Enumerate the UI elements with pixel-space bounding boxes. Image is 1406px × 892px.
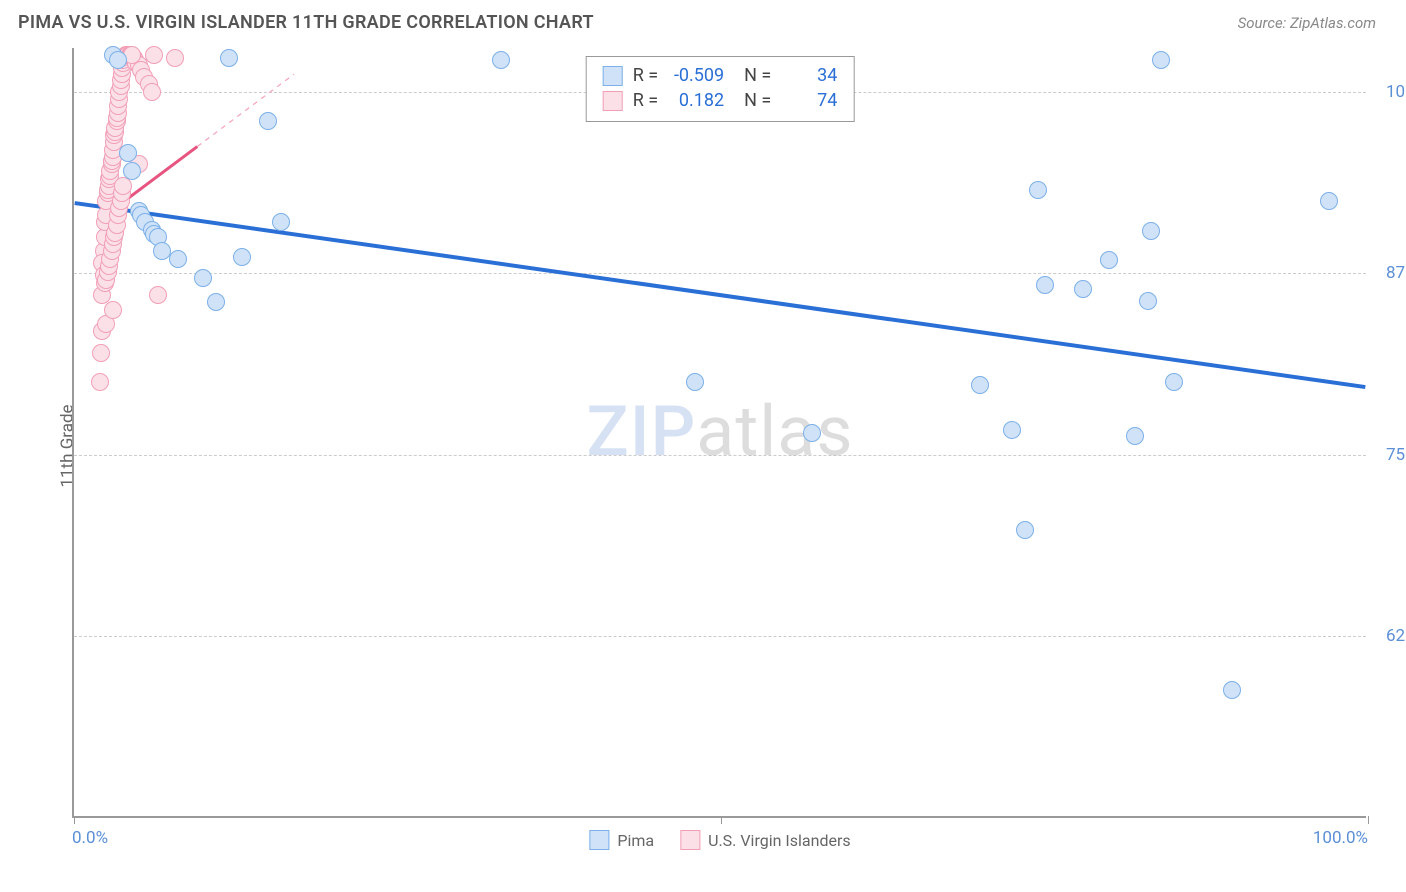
y-tick-label: 62.5% — [1372, 626, 1406, 646]
stats-swatch — [603, 66, 623, 86]
stats-n: N = 34 — [744, 65, 837, 86]
scatter-point — [145, 46, 163, 64]
scatter-point — [109, 51, 127, 69]
chart-area: ZIPatlas R = -0.509N = 34R = 0.182N = 74… — [72, 48, 1366, 818]
y-tick-label: 75.0% — [1372, 445, 1406, 465]
scatter-point — [1152, 51, 1170, 69]
stats-legend-box: R = -0.509 N = 34 R = 0.182 N = 74 — [586, 56, 855, 122]
legend-label: Pima — [617, 831, 654, 850]
scatter-point — [492, 51, 510, 69]
stats-n: N = 74 — [744, 90, 837, 111]
scatter-point — [119, 144, 137, 162]
scatter-point — [166, 49, 184, 67]
scatter-point — [233, 248, 251, 266]
source-attribution: Source: ZipAtlas.com — [1238, 14, 1376, 32]
scatter-point — [92, 344, 110, 362]
source-prefix: Source: — [1238, 14, 1290, 32]
chart-title: PIMA VS U.S. VIRGIN ISLANDER 11TH GRADE … — [18, 12, 594, 33]
x-axis-min-label: 0.0% — [72, 828, 108, 848]
legend-swatch — [589, 830, 609, 850]
scatter-point — [272, 213, 290, 231]
stats-swatch — [603, 91, 623, 111]
source-name: ZipAtlas.com — [1290, 14, 1376, 32]
scatter-point — [149, 286, 167, 304]
stats-r: R = 0.182 — [633, 90, 724, 111]
scatter-point — [1223, 681, 1241, 699]
y-tick-label: 87.5% — [1372, 263, 1406, 283]
scatter-point — [259, 112, 277, 130]
legend-label: U.S. Virgin Islanders — [708, 831, 851, 850]
scatter-point — [1320, 192, 1338, 210]
trend-line — [75, 203, 1366, 387]
scatter-point — [1003, 421, 1021, 439]
scatter-point — [1036, 276, 1054, 294]
scatter-point — [1142, 222, 1160, 240]
scatter-point — [1074, 280, 1092, 298]
scatter-point — [123, 162, 141, 180]
scatter-point — [194, 269, 212, 287]
x-tick — [74, 816, 75, 824]
stats-r: R = -0.509 — [633, 65, 724, 86]
legend-swatch — [680, 830, 700, 850]
x-axis-max-label: 100.0% — [1313, 828, 1368, 848]
scatter-point — [169, 250, 187, 268]
scatter-point — [104, 301, 122, 319]
stats-row: R = -0.509 N = 34 — [603, 63, 838, 88]
scatter-point — [1100, 251, 1118, 269]
legend-item: U.S. Virgin Islanders — [680, 830, 851, 850]
legend-item: Pima — [589, 830, 654, 850]
scatter-point — [803, 424, 821, 442]
scatter-point — [1139, 292, 1157, 310]
scatter-point — [143, 83, 161, 101]
scatter-point — [220, 49, 238, 67]
scatter-point — [1029, 181, 1047, 199]
plot-region: ZIPatlas R = -0.509N = 34R = 0.182N = 74… — [72, 48, 1366, 818]
scatter-point — [207, 293, 225, 311]
scatter-point — [1016, 521, 1034, 539]
scatter-point — [91, 373, 109, 391]
y-tick-label: 100.0% — [1372, 82, 1406, 102]
trend-lines-layer — [74, 48, 1366, 816]
legend: Pima U.S. Virgin Islanders — [589, 830, 850, 850]
x-tick — [1368, 816, 1369, 824]
scatter-point — [1126, 427, 1144, 445]
scatter-point — [686, 373, 704, 391]
stats-row: R = 0.182 N = 74 — [603, 88, 838, 113]
trend-line — [197, 74, 294, 146]
scatter-point — [971, 376, 989, 394]
scatter-point — [1165, 373, 1183, 391]
x-tick — [721, 816, 722, 824]
